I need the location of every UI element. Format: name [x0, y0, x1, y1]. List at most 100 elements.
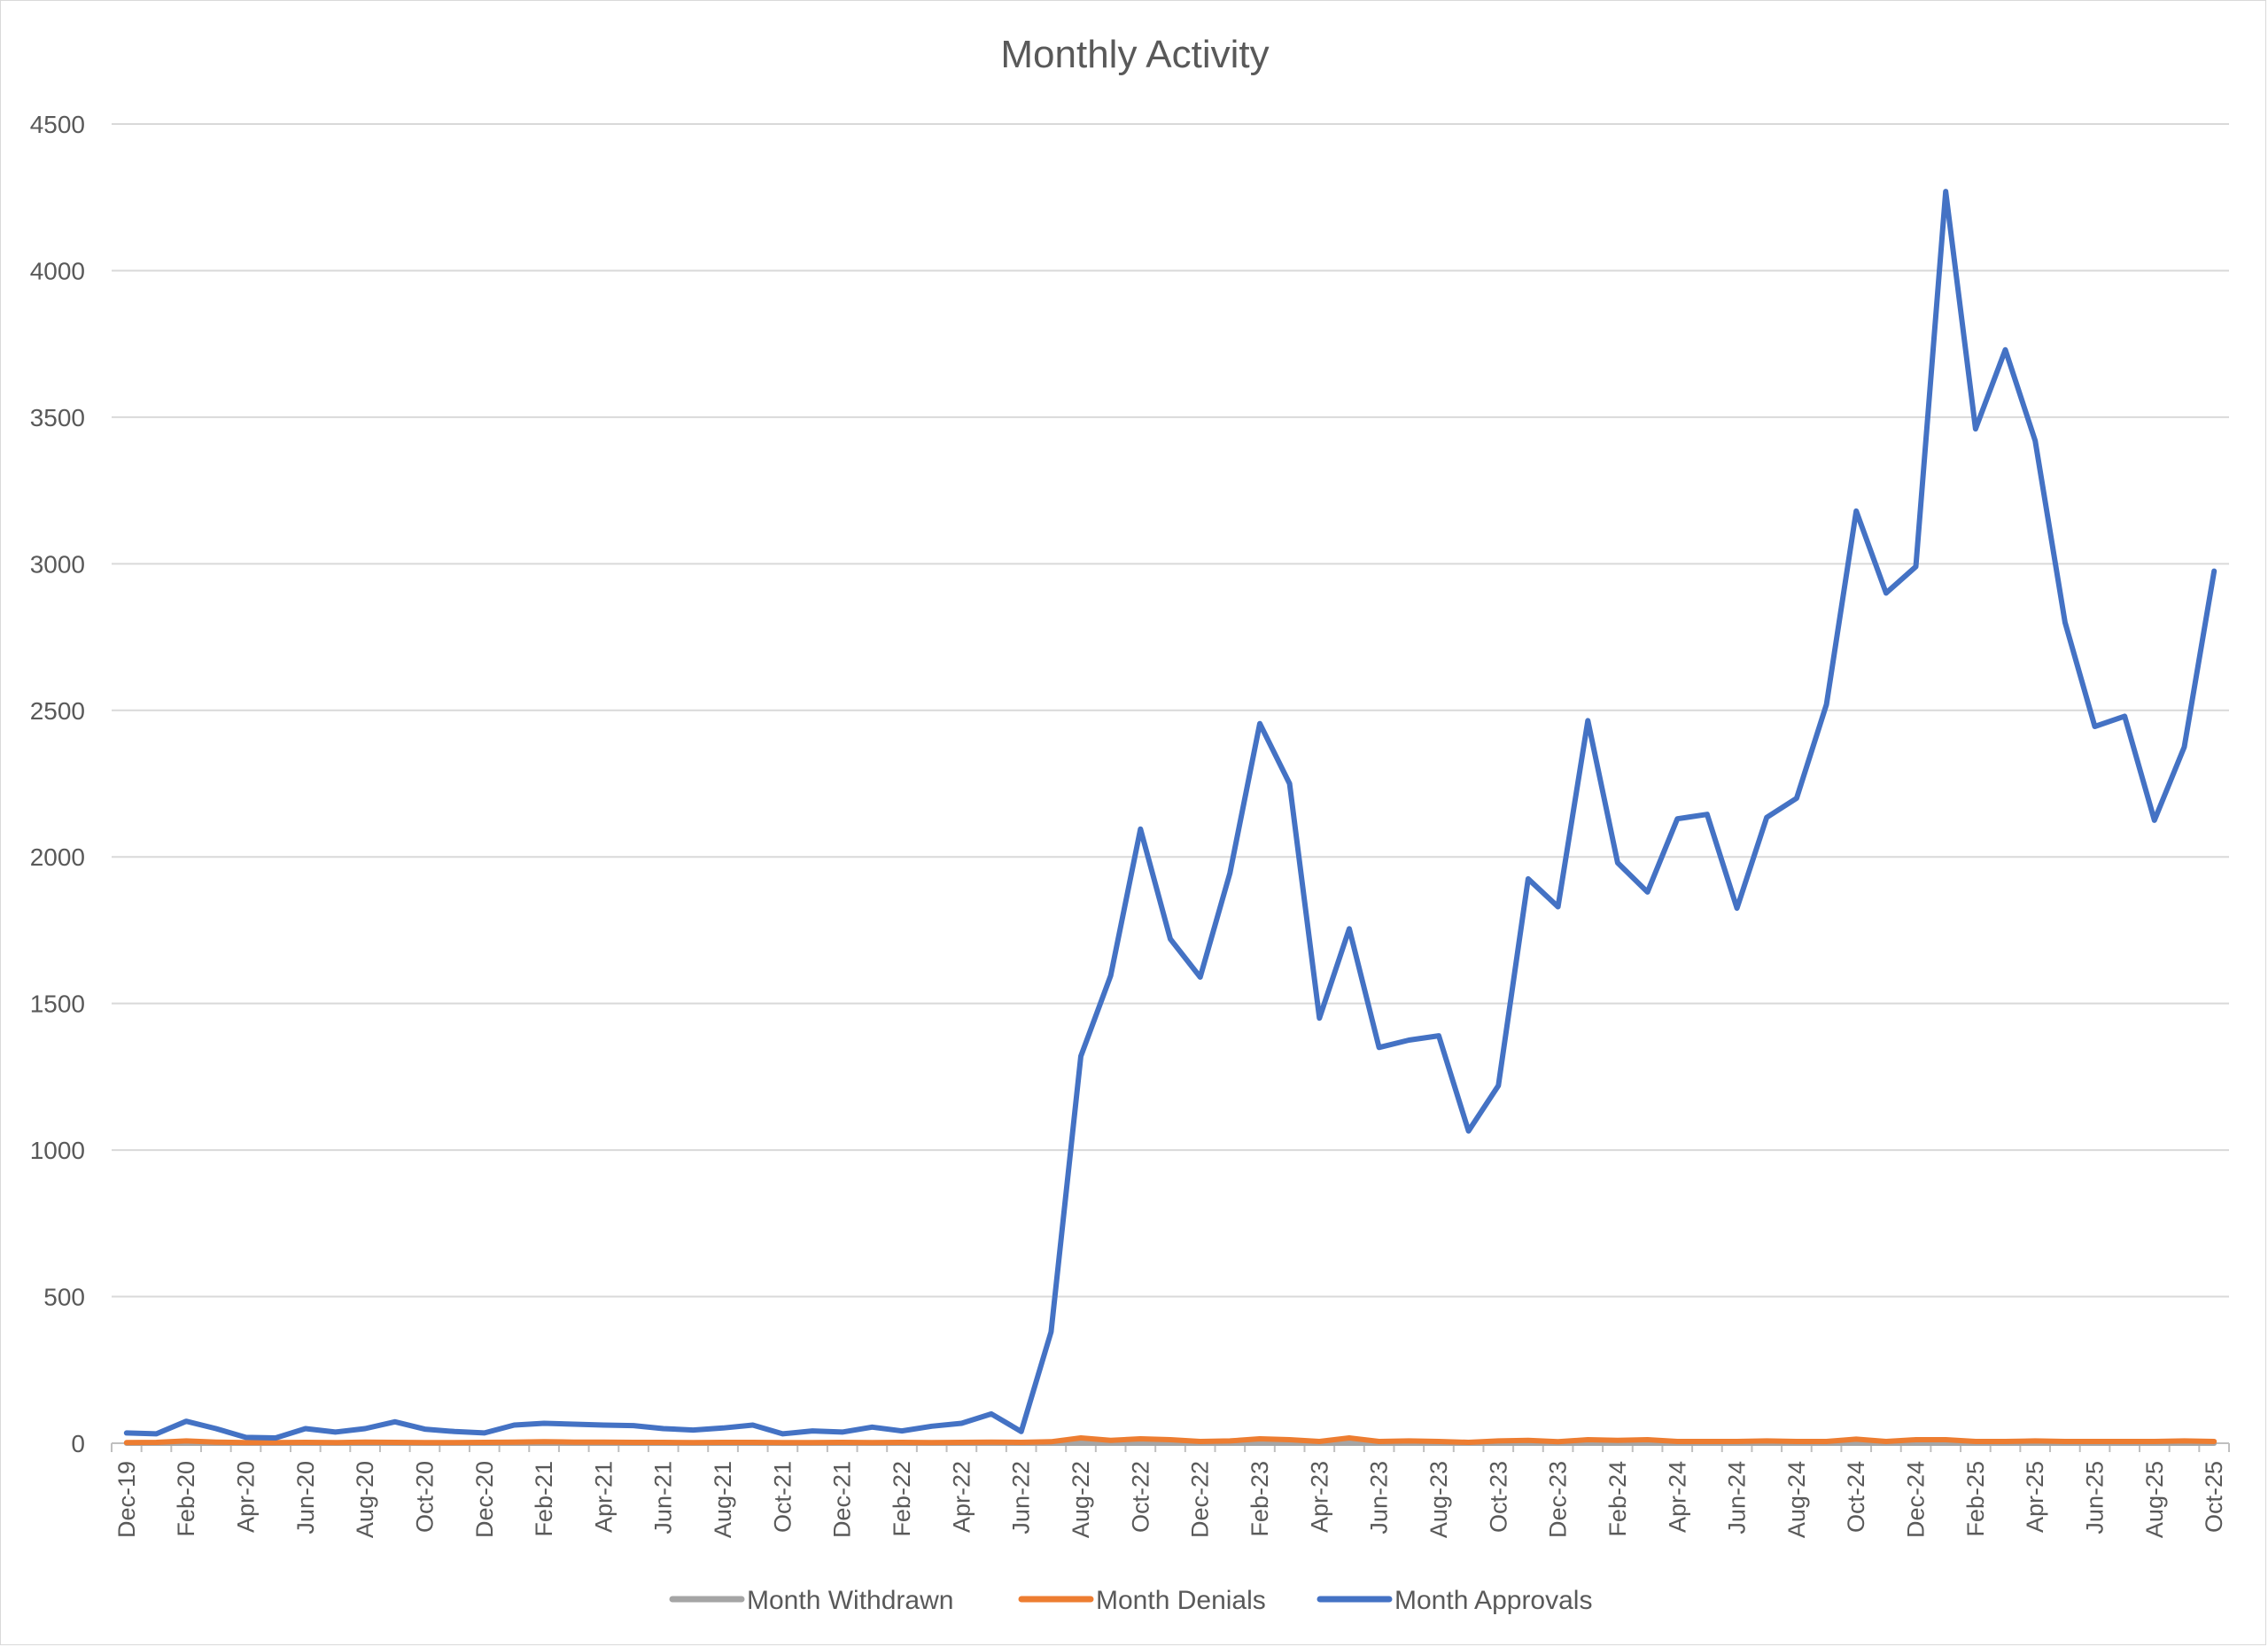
data-point [1466, 1440, 1472, 1445]
data-point [1466, 1129, 1472, 1134]
data-point [1287, 781, 1293, 787]
data-point [1347, 926, 1352, 931]
y-tick-label: 500 [43, 1284, 85, 1311]
data-point [959, 1440, 964, 1445]
data-point [482, 1430, 487, 1435]
data-point [1317, 1439, 1322, 1444]
data-point [1853, 1436, 1859, 1441]
data-point [333, 1440, 338, 1445]
data-point [1495, 1083, 1501, 1088]
data-point [423, 1426, 428, 1432]
x-tick-label: Dec-24 [1903, 1461, 1930, 1538]
data-point [1406, 1438, 1411, 1443]
data-point [1108, 973, 1114, 978]
chart-title: Monthly Activity [1000, 33, 1269, 76]
data-point [511, 1423, 517, 1428]
x-axis-ticks: Dec-19 Feb-20 Apr-20 Jun-20 Aug-20 Oct-20 Dec-… [111, 1443, 2230, 1538]
x-tick-label: Oct-24 [1843, 1461, 1869, 1533]
x-tick-label: Aug-21 [710, 1461, 736, 1538]
x-tick-label: Aug-23 [1425, 1461, 1452, 1538]
y-tick-label: 3000 [30, 550, 85, 578]
data-point [1794, 796, 1799, 801]
y-tick-label: 0 [71, 1430, 85, 1457]
series-month-approvals [123, 189, 2218, 1441]
data-point [2003, 347, 2008, 353]
x-tick-label: Aug-20 [352, 1461, 378, 1538]
data-point [392, 1419, 398, 1425]
data-point [1198, 1439, 1203, 1444]
data-point [899, 1440, 905, 1445]
data-point [2211, 1439, 2217, 1444]
data-point [2032, 438, 2038, 443]
x-tick-label: Feb-22 [889, 1461, 915, 1537]
x-tick-label: Dec-22 [1187, 1461, 1214, 1538]
data-point [1168, 936, 1173, 942]
data-point [2093, 724, 2098, 729]
data-point [1526, 876, 1531, 882]
x-tick-label: Jun-20 [292, 1461, 319, 1534]
data-point [869, 1425, 874, 1430]
data-point [1735, 1439, 1740, 1444]
data-point [541, 1439, 547, 1444]
data-point [780, 1431, 785, 1436]
data-point [929, 1424, 935, 1429]
data-point [1556, 905, 1561, 910]
data-point [1347, 1435, 1352, 1441]
data-point [989, 1411, 994, 1417]
data-point [989, 1440, 994, 1445]
data-point [124, 1440, 129, 1445]
x-tick-label: Jun-24 [1724, 1461, 1751, 1534]
data-point [1884, 1439, 1889, 1444]
data-point [333, 1429, 338, 1434]
x-tick-label: Jun-25 [2082, 1461, 2109, 1534]
x-tick-label: Aug-25 [2141, 1461, 2168, 1538]
data-point [690, 1427, 695, 1433]
x-tick-label: Oct-22 [1127, 1461, 1153, 1533]
y-tick-label: 1500 [30, 991, 85, 1018]
data-point [2152, 818, 2157, 823]
data-point [1556, 1439, 1561, 1444]
data-point [1853, 509, 1859, 514]
data-point [631, 1423, 636, 1428]
data-point [244, 1434, 249, 1440]
data-point [840, 1440, 845, 1445]
x-tick-label: Jun-22 [1008, 1461, 1035, 1534]
x-tick-label: Jun-21 [650, 1461, 677, 1534]
x-tick-label: Feb-23 [1247, 1461, 1273, 1537]
x-tick-label: Feb-21 [531, 1461, 557, 1537]
x-tick-label: Apr-20 [232, 1461, 259, 1533]
legend-label: Month Withdrawn [747, 1586, 953, 1615]
data-point [362, 1440, 368, 1445]
data-point [452, 1429, 457, 1434]
data-point [571, 1422, 577, 1427]
data-point [810, 1428, 815, 1433]
data-point [2003, 1439, 2008, 1444]
data-point [1764, 1438, 1769, 1443]
data-point [392, 1440, 398, 1445]
data-point [1495, 1438, 1501, 1443]
data-point [1227, 870, 1232, 875]
data-point [1436, 1033, 1441, 1038]
data-point [214, 1426, 219, 1432]
data-point [124, 1430, 129, 1435]
data-point [810, 1440, 815, 1445]
data-point [1764, 815, 1769, 820]
data-point [1615, 860, 1620, 866]
data-point [1884, 590, 1889, 595]
x-tick-label: Apr-25 [2022, 1461, 2048, 1533]
data-point [541, 1421, 547, 1426]
y-tick-label: 1000 [30, 1137, 85, 1164]
data-point [183, 1418, 189, 1424]
data-point [780, 1440, 785, 1445]
data-point [661, 1426, 666, 1432]
data-point [1287, 1437, 1293, 1442]
grid [112, 123, 2229, 1444]
data-point [1674, 1439, 1680, 1444]
data-point [1735, 905, 1740, 911]
x-tick-label: Aug-24 [1783, 1461, 1810, 1538]
data-point [750, 1440, 756, 1445]
data-point [1645, 1437, 1651, 1442]
data-point [1048, 1439, 1053, 1444]
